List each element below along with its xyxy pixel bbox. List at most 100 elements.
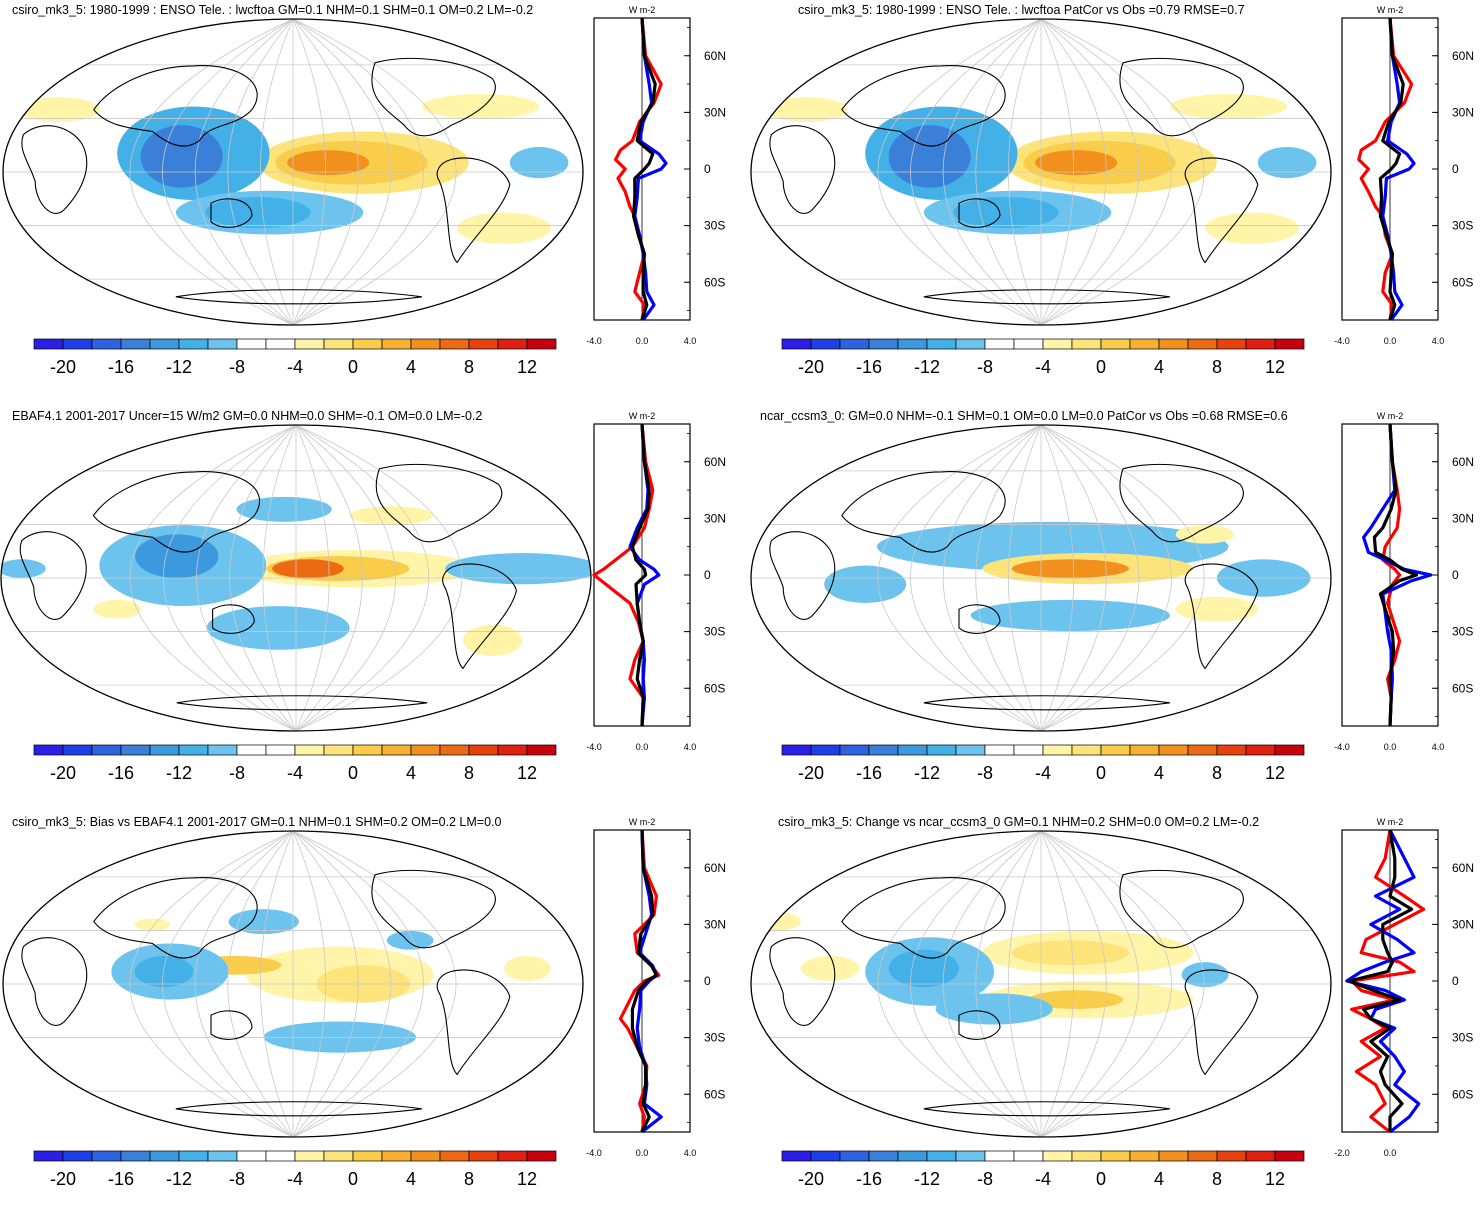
y-tick-label: 30N: [704, 917, 726, 931]
anomaly-region: [263, 1021, 417, 1053]
meridian-line: [975, 19, 1042, 325]
coastline: [769, 125, 836, 214]
anomaly-region: [206, 606, 350, 650]
anomaly-region: [134, 955, 194, 988]
meridian-line: [259, 19, 294, 325]
colorbar-box: [91, 744, 122, 756]
y-tick-label: 60S: [1452, 1087, 1473, 1101]
colorbar-label: -8: [229, 763, 245, 783]
panel-4: ncar_ccsm3_0: GM=0.0 NHM=-0.1 SHM=0.1 OM…: [748, 406, 1483, 801]
meridian-line: [942, 425, 1042, 731]
meridian-line: [162, 831, 294, 1137]
colorbar-box: [323, 1150, 354, 1162]
meridian-line: [1007, 19, 1042, 325]
meridian-line: [292, 19, 392, 325]
colorbar-box: [926, 1150, 957, 1162]
map-content: [751, 19, 1331, 325]
x-tick-label: 0.0: [1384, 1148, 1397, 1157]
anomaly-region: [765, 97, 848, 123]
anomaly-region: [93, 599, 142, 619]
colorbar-box: [62, 744, 93, 756]
x-tick-label: -4.0: [1334, 336, 1350, 345]
meridian-line: [129, 425, 297, 731]
colorbar-box: [352, 338, 383, 350]
x-tick-label: -4.0: [586, 1148, 602, 1157]
series-line-obs: [614, 17, 663, 321]
colorbar-box: [497, 1150, 528, 1162]
panel-title: csiro_mk3_5: 1980-1999 : ENSO Tele. : lw…: [12, 3, 534, 17]
colorbar-label: -16: [108, 1169, 134, 1189]
meridian-line: [129, 19, 294, 325]
y-tick-label: 30N: [1452, 105, 1474, 119]
meridian-line: [877, 831, 1042, 1137]
anomaly-region: [800, 955, 860, 981]
map-border: [2, 18, 584, 326]
panel-5: csiro_mk3_5: Bias vs EBAF4.1 2001-2017 G…: [0, 812, 741, 1207]
anomaly-region: [236, 496, 332, 522]
colorbar-box: [352, 1150, 383, 1162]
meridian-line: [975, 425, 1042, 731]
colorbar-box: [178, 338, 209, 350]
meridian-line: [942, 831, 1042, 1137]
coastline: [92, 471, 261, 553]
zonal-mean-plot: W m-2 60N 30N 0 30S 60S -2.0 0.0: [1334, 817, 1474, 1157]
coastline: [923, 289, 1170, 305]
colorbar-box: [1129, 1150, 1160, 1162]
meridian-line: [229, 425, 297, 731]
colorbar-label: 0: [348, 1169, 358, 1189]
colorbar-box: [352, 744, 383, 756]
colorbar-label: 4: [1154, 357, 1164, 377]
colorbar-box: [236, 744, 267, 756]
colorbar-box: [1245, 338, 1276, 350]
colorbar-box: [1158, 1150, 1189, 1162]
anomaly-region: [1257, 147, 1317, 179]
anomaly-region: [1, 559, 46, 578]
colorbar-box: [839, 1150, 870, 1162]
colorbar-box: [1187, 338, 1218, 350]
coastline: [1119, 57, 1244, 137]
y-tick-label: 30S: [1452, 1031, 1473, 1045]
colorbar-box: [294, 744, 325, 756]
anomaly-region: [888, 125, 971, 188]
meridian-line: [295, 425, 363, 731]
anomaly-region: [953, 196, 1059, 229]
panel-title: ncar_ccsm3_0: GM=0.0 NHM=-0.1 SHM=0.1 OM…: [760, 409, 1288, 423]
meridian-line: [877, 19, 1042, 325]
colorbar-box: [1071, 1150, 1102, 1162]
meridian-line: [1040, 19, 1172, 325]
panel-3: EBAF4.1 2001-2017 Uncer=15 W/m2 GM=0.0 N…: [0, 406, 741, 801]
panel-title: csiro_mk3_5: Bias vs EBAF4.1 2001-2017 G…: [12, 815, 502, 829]
zonal-mean-plot: W m-2 60N 30N 0 30S 60S -4.0 0.0 4.0: [1334, 5, 1474, 345]
anomaly-region: [17, 97, 100, 123]
colorbar-box: [62, 338, 93, 350]
colorbar-label: -8: [229, 357, 245, 377]
panel-6: csiro_mk3_5: Change vs ncar_ccsm3_0 GM=0…: [748, 812, 1483, 1207]
colorbar-box: [265, 338, 296, 350]
anomaly-region: [1181, 962, 1229, 988]
y-tick-label: 60N: [1452, 455, 1474, 469]
colorbar-box: [410, 744, 441, 756]
map-content: [1, 425, 591, 731]
colorbar-box: [149, 338, 180, 350]
y-tick-label: 0: [1452, 162, 1459, 176]
meridian-line: [1040, 19, 1140, 325]
coastline: [93, 65, 258, 147]
y-tick-label: 60N: [704, 455, 726, 469]
meridian-line: [1040, 831, 1205, 1137]
colorbar-box: [1042, 338, 1073, 350]
colorbar: -20-16-12-8-4048121620: [33, 1150, 557, 1189]
colorbar-label: 8: [1212, 357, 1222, 377]
colorbar-box: [410, 338, 441, 350]
world-map: [0, 424, 592, 732]
series-line-obs: [1357, 17, 1414, 321]
anomaly-region: [205, 196, 311, 229]
anomaly-region: [509, 147, 569, 179]
coastline: [175, 1101, 422, 1117]
map-content: [751, 831, 1331, 1137]
meridian-line: [129, 831, 294, 1137]
colorbar-label: -16: [108, 763, 134, 783]
series-line-obs: [1350, 829, 1426, 1134]
colorbar-box: [897, 338, 928, 350]
y-tick-label: 0: [1452, 974, 1459, 988]
colorbar-label: 12: [1265, 357, 1285, 377]
